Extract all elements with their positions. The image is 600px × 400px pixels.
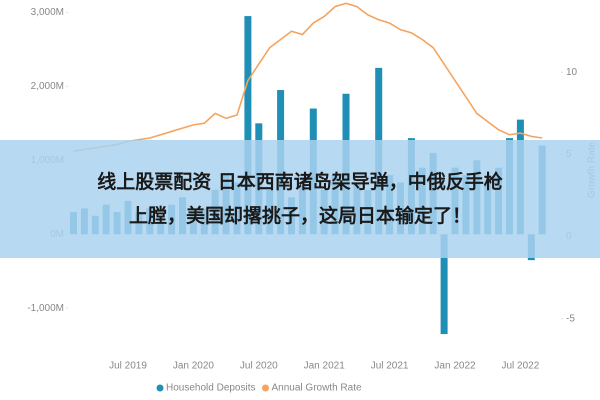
- y2-tick-label: 10: [566, 67, 578, 78]
- headline-line: 上膛，美国却撂挑子，这局日本输定了！: [128, 205, 471, 227]
- x-tick-label: Jan 2021: [304, 361, 346, 372]
- x-tick-label: Jul 2021: [371, 361, 409, 372]
- x-tick-label: Jul 2019: [109, 361, 147, 372]
- line: [73, 2, 543, 152]
- bar: [244, 16, 252, 235]
- y-tick-label: 3,000M: [31, 7, 64, 18]
- headline-line: 线上股票配资 日本西南诸岛架导弹，中俄反手枪: [97, 171, 503, 193]
- legend-marker: [262, 384, 269, 392]
- x-tick-label: Jul 2022: [501, 361, 539, 372]
- x-tick-label: Jan 2020: [173, 361, 215, 372]
- headline-banner: 线上股票配资 日本西南诸岛架导弹，中俄反手枪 上膛，美国却撂挑子，这局日本输定了…: [0, 140, 600, 258]
- x-tick-label: Jan 2022: [434, 361, 476, 372]
- legend-marker: [156, 384, 164, 392]
- x-tick-label: Jul 2020: [240, 361, 278, 372]
- legend-label: Annual Growth Rate: [272, 383, 362, 394]
- y2-tick-label: -5: [566, 313, 575, 324]
- y-tick-label: 2,000M: [31, 81, 64, 92]
- legend-label: Household Deposits: [166, 383, 256, 394]
- bar: [440, 234, 448, 335]
- y-tick-label: -1,000M: [27, 303, 64, 314]
